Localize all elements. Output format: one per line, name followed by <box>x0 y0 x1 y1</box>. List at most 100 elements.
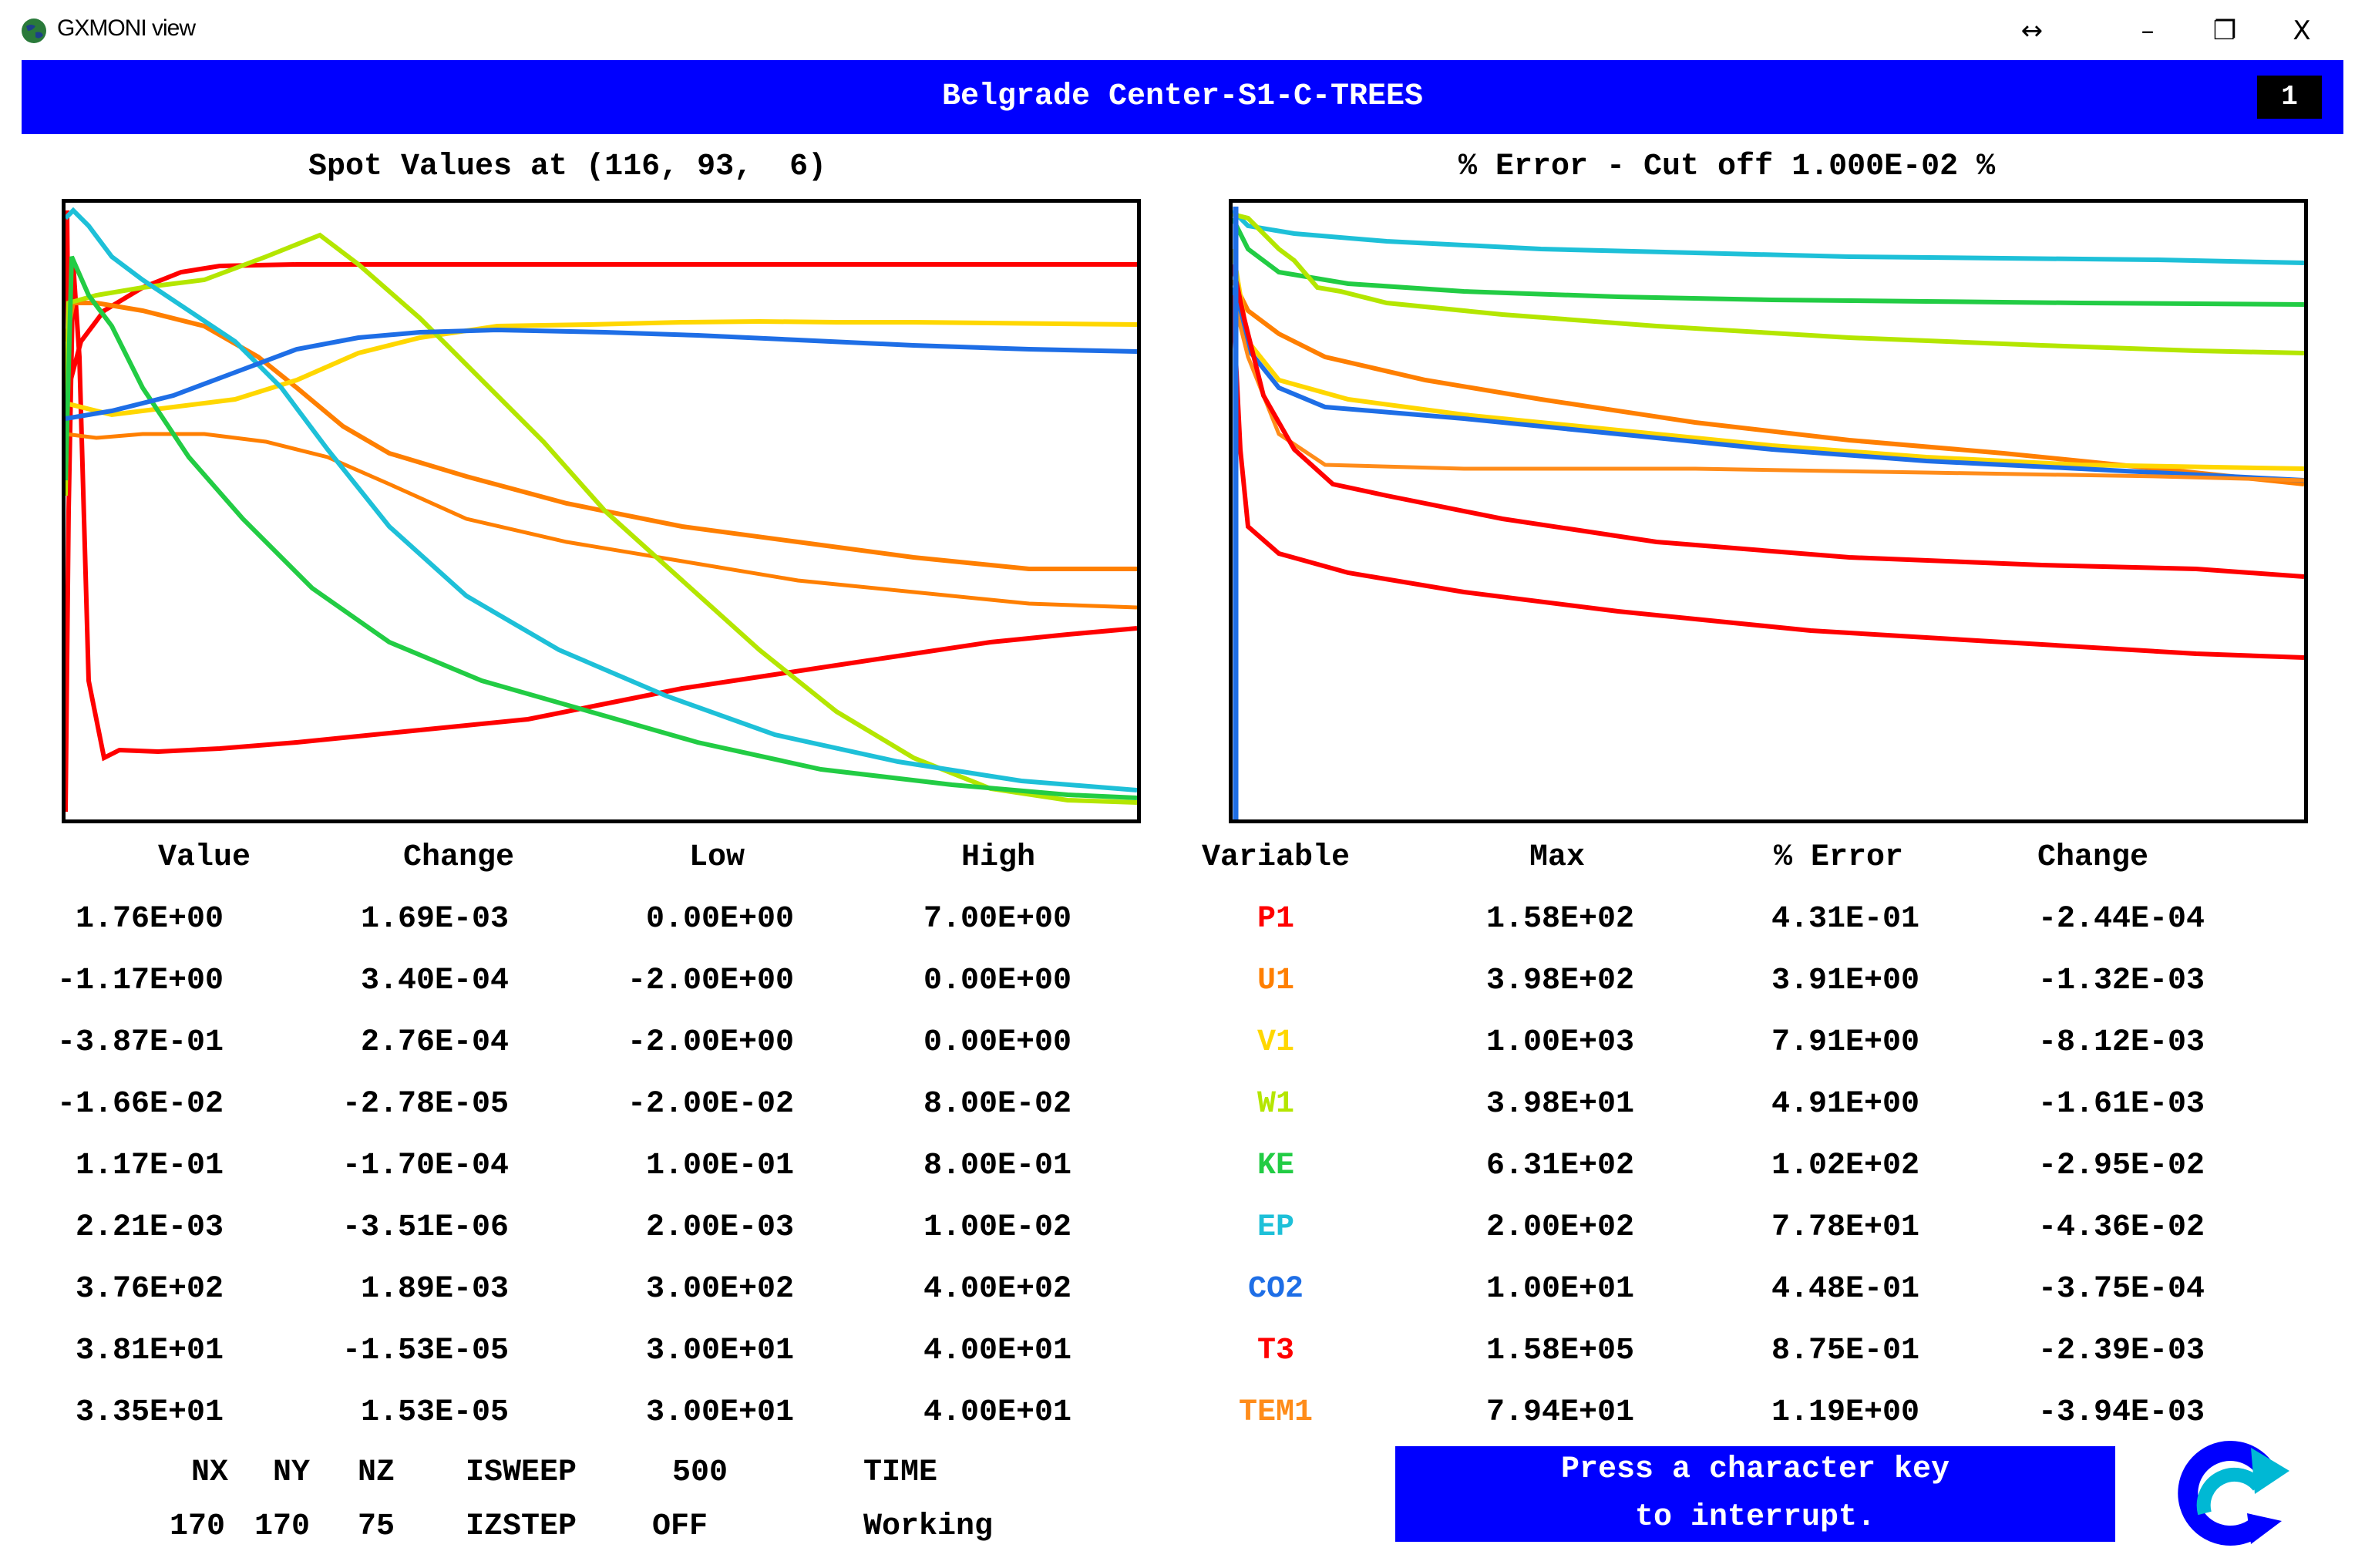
header-max: Max <box>1529 840 1585 875</box>
cell-error: 1.02E+02 <box>1771 1149 1919 1183</box>
cell-low: 3.00E+01 <box>645 1395 794 1430</box>
cell-high: 4.00E+01 <box>923 1334 1071 1368</box>
cell-value: 2.21E-03 <box>75 1210 224 1245</box>
left-plot-title: Spot Values at (116, 93, 6) <box>308 150 827 184</box>
time-value: Working <box>863 1509 994 1544</box>
cell-change: -1.53E-05 <box>341 1334 509 1368</box>
cell-max: 1.00E+01 <box>1485 1272 1634 1307</box>
variable-name: EP <box>1257 1210 1294 1245</box>
cell-error: 4.91E+00 <box>1771 1087 1919 1122</box>
ny-value: 170 <box>254 1509 311 1544</box>
minimize-button[interactable]: – <box>2141 15 2155 46</box>
page-number-badge: 1 <box>2257 76 2322 119</box>
nx-label: NX <box>191 1455 229 1490</box>
error-curve-co2 <box>1233 287 2304 483</box>
cell-high: 4.00E+01 <box>923 1395 1071 1430</box>
spot-values-plot <box>62 199 1141 823</box>
resize-button[interactable]: ↔ <box>2020 15 2044 46</box>
cell-change-error: -2.39E-03 <box>2037 1334 2205 1368</box>
cell-change-error: -3.94E-03 <box>2037 1395 2205 1430</box>
curve-t3 <box>66 210 1137 389</box>
cell-error: 4.48E-01 <box>1771 1272 1919 1307</box>
error-curve-ke <box>1233 217 2304 307</box>
cell-change: 1.53E-05 <box>360 1395 509 1430</box>
cell-change: 3.40E-04 <box>360 964 509 998</box>
cell-change-error: -3.75E-04 <box>2037 1272 2205 1307</box>
ny-label: NY <box>273 1455 311 1490</box>
curve-u1 <box>66 301 1137 571</box>
isweep-value: 500 <box>672 1455 728 1490</box>
cell-low: -2.00E+00 <box>627 1025 794 1060</box>
cell-error: 1.19E+00 <box>1771 1395 1919 1430</box>
cell-change: 1.69E-03 <box>360 902 509 937</box>
cell-change-error: -4.36E-02 <box>2037 1210 2205 1245</box>
close-button[interactable]: X <box>2293 15 2311 46</box>
cell-change: -3.51E-06 <box>341 1210 509 1245</box>
curve-w1 <box>66 232 1137 805</box>
error-curve-v1 <box>1233 248 2304 471</box>
variable-name: U1 <box>1257 964 1294 998</box>
variable-name: T3 <box>1257 1334 1294 1368</box>
error-curve-w1 <box>1233 212 2304 355</box>
error-curve-p1 <box>1233 264 2304 579</box>
cell-low: 3.00E+02 <box>645 1272 794 1307</box>
cell-max: 1.58E+05 <box>1485 1334 1634 1368</box>
curve-p1 <box>66 264 1137 813</box>
refresh-icon[interactable] <box>2174 1440 2297 1548</box>
cell-error: 7.91E+00 <box>1771 1025 1919 1060</box>
cell-high: 0.00E+00 <box>923 1025 1071 1060</box>
cell-high: 0.00E+00 <box>923 964 1071 998</box>
isweep-label: ISWEEP <box>466 1455 577 1490</box>
header-variable: Variable <box>1201 840 1351 875</box>
izstep-label: IZSTEP <box>466 1509 577 1544</box>
variable-name: KE <box>1257 1149 1294 1183</box>
cell-change-error: -1.61E-03 <box>2037 1087 2205 1122</box>
cell-high: 1.00E-02 <box>923 1210 1071 1245</box>
interrupt-status: Press a character key to interrupt. <box>1395 1446 2115 1542</box>
error-plot <box>1229 199 2308 823</box>
cell-value: 3.35E+01 <box>75 1395 224 1430</box>
globe-icon <box>22 19 46 43</box>
cell-value: 1.17E-01 <box>75 1149 224 1183</box>
cell-error: 3.91E+00 <box>1771 964 1919 998</box>
cell-change-error: -8.12E-03 <box>2037 1025 2205 1060</box>
cell-max: 1.58E+02 <box>1485 902 1634 937</box>
cell-change: 1.89E-03 <box>360 1272 509 1307</box>
cell-change: 2.76E-04 <box>360 1025 509 1060</box>
curve-co2 <box>66 327 1137 421</box>
cell-high: 8.00E-02 <box>923 1087 1071 1122</box>
variable-name: V1 <box>1257 1025 1294 1060</box>
nz-value: 75 <box>358 1509 395 1544</box>
status-line-2: to interrupt. <box>1634 1500 1876 1535</box>
header-change: Change <box>402 840 515 875</box>
cell-max: 6.31E+02 <box>1485 1149 1634 1183</box>
header-value: Value <box>157 840 251 875</box>
variable-name: TEM1 <box>1238 1395 1313 1430</box>
cell-max: 3.98E+02 <box>1485 964 1634 998</box>
variable-name: CO2 <box>1247 1272 1304 1307</box>
cell-low: 1.00E-01 <box>645 1149 794 1183</box>
cell-value: 3.76E+02 <box>75 1272 224 1307</box>
header-banner: Belgrade Center-S1-C-TREES <box>22 60 2343 134</box>
cell-change: -1.70E-04 <box>341 1149 509 1183</box>
cell-change-error: -1.32E-03 <box>2037 964 2205 998</box>
izstep-value: OFF <box>652 1509 708 1544</box>
cell-max: 3.98E+01 <box>1485 1087 1634 1122</box>
window-title: GXMONI view <box>57 15 196 41</box>
cell-low: -2.00E+00 <box>627 964 794 998</box>
variable-name: P1 <box>1257 902 1294 937</box>
cell-change-error: -2.95E-02 <box>2037 1149 2205 1183</box>
cell-high: 7.00E+00 <box>923 902 1071 937</box>
cell-value: -3.87E-01 <box>56 1025 224 1060</box>
header-error: % Error <box>1773 840 1904 875</box>
restore-button[interactable]: ❐ <box>2212 15 2237 46</box>
error-curve-tem1 <box>1233 294 2304 483</box>
cell-high: 8.00E-01 <box>923 1149 1071 1183</box>
cell-max: 2.00E+02 <box>1485 1210 1634 1245</box>
cell-low: 3.00E+01 <box>645 1334 794 1368</box>
cell-value: -1.17E+00 <box>56 964 224 998</box>
time-label: TIME <box>863 1455 938 1490</box>
error-curve-ep <box>1233 208 2304 265</box>
cell-value: 3.81E+01 <box>75 1334 224 1368</box>
header-change-error: Change <box>2037 840 2149 875</box>
